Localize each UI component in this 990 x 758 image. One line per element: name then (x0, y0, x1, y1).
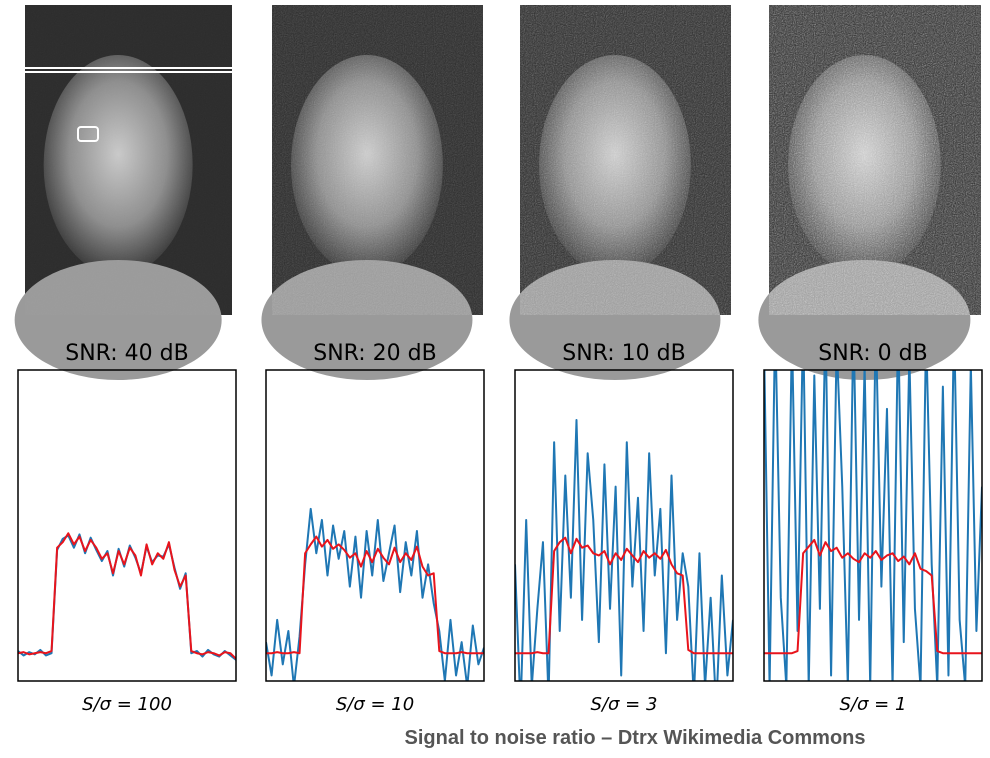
photo-noise (25, 5, 232, 315)
photo-noise (272, 5, 483, 315)
figure: Signal to noise ratio – Dtrx Wikimedia C… (0, 0, 990, 758)
photo (509, 5, 731, 380)
x-axis-label: S/σ = 100 (82, 694, 172, 715)
x-axis-label: S/σ = 3 (591, 694, 658, 715)
panel-title: SNR: 0 dB (818, 341, 927, 366)
x-axis-label: S/σ = 1 (840, 694, 907, 715)
photo-noise (769, 5, 981, 315)
photo (261, 5, 483, 380)
photo (758, 5, 981, 380)
page: Signal to noise ratio – Dtrx Wikimedia C… (0, 0, 990, 758)
series-line (18, 533, 236, 659)
plot-area (266, 509, 484, 687)
panel-title: SNR: 40 dB (65, 341, 188, 366)
series-line (515, 420, 733, 709)
plot-frame (18, 370, 236, 681)
panel-title: SNR: 10 dB (562, 341, 685, 366)
panel-title: SNR: 20 dB (313, 341, 436, 366)
plot-area (515, 420, 733, 709)
plot-area (18, 533, 236, 660)
photo-noise (520, 5, 731, 315)
caption: Signal to noise ratio – Dtrx Wikimedia C… (404, 727, 865, 749)
x-axis-label: S/σ = 10 (336, 694, 414, 715)
series-line (266, 509, 484, 687)
photo (15, 5, 232, 380)
photos (15, 5, 981, 380)
